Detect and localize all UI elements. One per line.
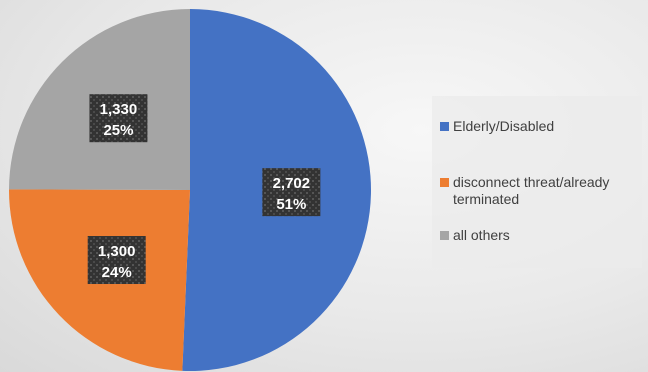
data-label-value: 1,330	[100, 101, 138, 118]
data-label-percent: 25%	[103, 122, 133, 139]
pie-data-labels: 2,702 51% 1,300 24% 1,330 25%	[87, 94, 321, 285]
legend-swatch-blue	[440, 122, 449, 131]
legend-label: all others	[453, 227, 510, 243]
legend-label: Elderly/Disabled	[453, 118, 555, 134]
legend-item-elderly-disabled: Elderly/Disabled	[440, 118, 643, 135]
legend-item-all-others: all others	[440, 227, 643, 244]
legend-item-disconnect-threat: disconnect threat/already terminated	[440, 174, 643, 208]
legend-swatch-gray	[440, 231, 449, 240]
data-label-box	[262, 168, 321, 217]
data-label-percent: 51%	[276, 196, 306, 213]
data-label-box	[87, 236, 146, 285]
data-label-percent: 24%	[102, 264, 132, 281]
chart-legend: Elderly/Disabled disconnect threat/alrea…	[432, 96, 642, 268]
data-label-value: 2,702	[273, 175, 311, 192]
data-label-box	[89, 94, 148, 143]
legend-label: disconnect threat/already terminated	[453, 174, 610, 207]
data-label-value: 1,300	[98, 243, 136, 260]
legend-swatch-orange	[440, 178, 449, 187]
